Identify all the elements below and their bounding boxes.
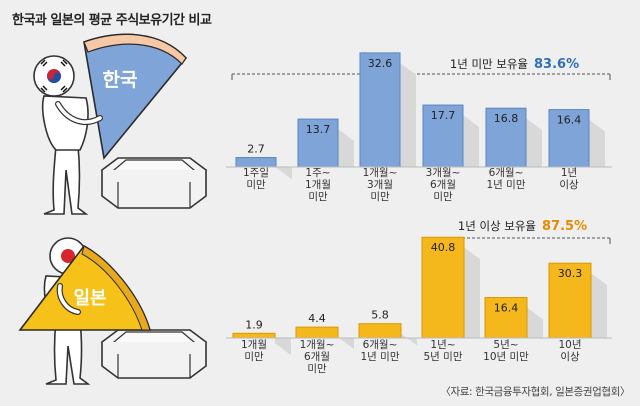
korea-label: 한국 <box>103 69 138 91</box>
japan-category-label: 1개월~ 6개월 미만 <box>300 339 335 375</box>
japan-category-label: 10년 이상 <box>558 339 581 363</box>
korea-annotation-value: 83.6% <box>534 57 579 72</box>
korea-bar <box>548 109 590 168</box>
japan-bar-shadow <box>591 273 607 338</box>
korea-value-label: 16.4 <box>557 114 582 127</box>
korea-bar-shadow <box>463 115 479 167</box>
korea-bar <box>297 118 339 168</box>
japan-value-label: 40.8 <box>431 241 456 254</box>
bar-charts: 1년 미만 보유율 83.6% 2.7 1주일 미만 13.7 1주~ 1개월 미만 32.6 1개… <box>226 52 612 375</box>
korea-value-label: 13.7 <box>306 123 331 136</box>
korea-bar-shadow <box>276 167 292 180</box>
japan-pie-slice <box>18 244 152 331</box>
japan-bar <box>484 296 528 339</box>
korea-value-label: 2.7 <box>247 143 265 156</box>
korea-value-label: 32.6 <box>368 57 393 70</box>
korea-annotation-label: 1년 미만 보유율 <box>450 57 528 71</box>
korea-pie-slice <box>83 33 188 160</box>
japan-value-label: 5.8 <box>371 309 389 322</box>
korea-category-label: 1개월~ 3개월 미만 <box>363 167 398 203</box>
japan-character-illustration: 일본 <box>18 237 208 385</box>
japan-value-label: 16.4 <box>494 301 519 314</box>
japan-bar-shadow <box>401 333 417 346</box>
japan-category-label: 1년~ 5년 미만 <box>424 339 463 363</box>
japan-bar-shadow <box>338 337 354 350</box>
japan-value-label: 4.4 <box>308 312 326 325</box>
korea-category-label: 1년 이상 <box>559 167 579 191</box>
page-title: 한국과 일본의 평균 주식보유기간 비교 <box>12 13 212 28</box>
korea-character-illustration: 한국 <box>33 33 208 215</box>
korea-bar <box>485 107 527 168</box>
korea-bar-shadow <box>338 129 354 167</box>
japan-annotation-label: 1년 이상 보유율 <box>458 219 536 233</box>
korea-category-label: 1주~ 1개월 미만 <box>305 167 331 203</box>
source-note: 〈자료: 한국금융투자협회, 일본증권업협회〉 <box>440 386 630 398</box>
japan-bar <box>232 332 276 339</box>
japan-bar <box>358 323 402 339</box>
japan-bar-shadow <box>275 338 291 356</box>
japan-category-label: 1개월 미만 <box>241 339 267 363</box>
japan-value-label: 30.3 <box>558 267 583 280</box>
japan-bar-shadow <box>464 247 480 338</box>
japan-annotation-value: 87.5% <box>542 219 587 234</box>
japan-pedestal <box>100 329 208 379</box>
korea-category-label: 3개월~ 6개월 미만 <box>426 167 461 203</box>
japan-bar <box>548 262 592 339</box>
japan-category-label: 5년~ 10년 미만 <box>483 339 529 363</box>
japan-label: 일본 <box>73 288 106 309</box>
korea-value-label: 17.7 <box>431 109 456 122</box>
korea-bar <box>359 52 401 168</box>
korea-bar-shadow <box>526 118 542 167</box>
korea-bar-shadow <box>400 62 416 167</box>
japan-category-label: 6개월~ 1년 미만 <box>361 339 400 363</box>
japan-bar <box>295 326 339 339</box>
japan-bar-shadow <box>527 307 543 338</box>
korea-category-label: 6개월~ 1년 미만 <box>487 167 526 191</box>
korea-category-label: 1주일 미만 <box>243 166 269 191</box>
korea-value-label: 16.8 <box>494 112 519 125</box>
korea-pedestal <box>100 157 208 209</box>
japan-value-label: 1.9 <box>245 318 263 331</box>
korea-bar <box>422 104 464 168</box>
korea-bar <box>235 157 277 168</box>
korea-bar-shadow <box>589 119 605 167</box>
